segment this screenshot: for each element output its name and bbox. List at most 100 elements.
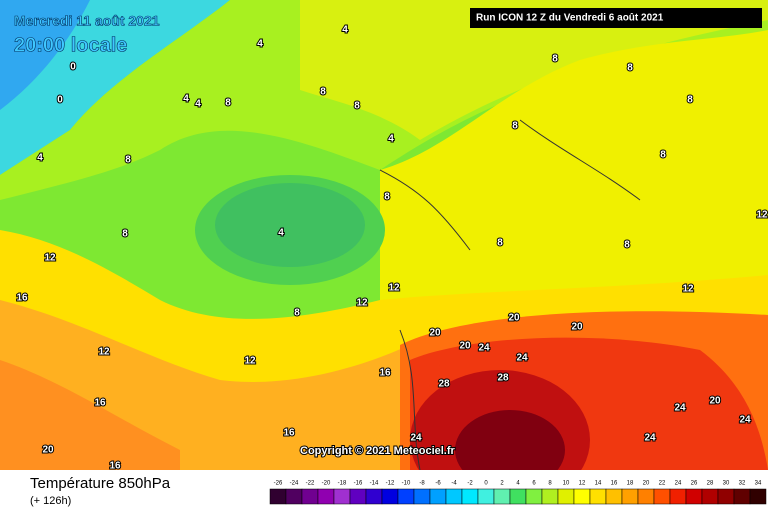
run-box bbox=[470, 8, 762, 28]
contour-label: 16 bbox=[109, 461, 121, 472]
contour-label: 12 bbox=[44, 253, 56, 264]
legend-tick-label: -10 bbox=[402, 481, 411, 487]
legend-tick-label: -22 bbox=[306, 481, 315, 487]
legend-tick-label: 20 bbox=[643, 481, 650, 487]
contour-label: 12 bbox=[388, 283, 400, 294]
legend-swatch bbox=[621, 488, 639, 505]
legend-swatch bbox=[445, 488, 463, 505]
legend-swatch bbox=[413, 488, 431, 505]
legend-swatch bbox=[397, 488, 415, 505]
legend-swatch bbox=[525, 488, 543, 505]
contour-label: 0 bbox=[57, 95, 63, 106]
contour-label: 20 bbox=[459, 341, 471, 352]
legend-tick-label: 22 bbox=[659, 481, 666, 487]
legend-swatch bbox=[653, 488, 671, 505]
legend-swatch bbox=[637, 488, 655, 505]
legend-swatch bbox=[333, 488, 351, 505]
contour-label: 4 bbox=[388, 134, 394, 145]
contour-label: 12 bbox=[756, 210, 768, 221]
contour-label: 24 bbox=[644, 433, 656, 444]
legend-swatch bbox=[669, 488, 687, 505]
contour-label: 4 bbox=[257, 39, 263, 50]
legend-tick-label: -4 bbox=[451, 481, 457, 487]
contour-label: 8 bbox=[512, 121, 518, 132]
contour-label: 0 bbox=[70, 62, 76, 73]
contour-label: 8 bbox=[552, 54, 558, 65]
legend-swatch bbox=[381, 488, 399, 505]
legend-swatch bbox=[733, 488, 751, 505]
lead-time: (+ 126h) bbox=[30, 495, 71, 507]
legend-tick-label: 28 bbox=[707, 481, 714, 487]
legend-tick-label: 24 bbox=[675, 481, 682, 487]
legend-tick-label: -6 bbox=[435, 481, 441, 487]
contour-label: 12 bbox=[244, 356, 256, 367]
legend-swatch bbox=[477, 488, 495, 505]
contour-label: 8 bbox=[294, 308, 300, 319]
legend-swatch bbox=[685, 488, 703, 505]
legend-swatch bbox=[541, 488, 559, 505]
contour-label: 12 bbox=[682, 284, 694, 295]
legend-tick-label: 30 bbox=[723, 481, 730, 487]
contour-label: 8 bbox=[354, 101, 360, 112]
legend-swatch bbox=[301, 488, 319, 505]
legend-tick-label: -2 bbox=[467, 481, 473, 487]
contour-label: 4 bbox=[37, 153, 43, 164]
contour-label: 8 bbox=[384, 192, 390, 203]
legend-swatch bbox=[557, 488, 575, 505]
contour-label: 4 bbox=[195, 99, 201, 110]
legend-tick-label: 32 bbox=[739, 481, 746, 487]
legend-swatch bbox=[461, 488, 479, 505]
contour-label: 16 bbox=[283, 428, 295, 439]
contour-label: 8 bbox=[624, 240, 630, 251]
contour-label: 8 bbox=[687, 95, 693, 106]
contour-label: 8 bbox=[627, 63, 633, 74]
legend-swatch bbox=[701, 488, 719, 505]
contour-label: 20 bbox=[42, 445, 54, 456]
legend-tick-label: -18 bbox=[338, 481, 347, 487]
contour-label: 24 bbox=[739, 415, 751, 426]
legend-tick-label: 14 bbox=[595, 481, 602, 487]
legend-swatch bbox=[573, 488, 591, 505]
legend-tick-label: -14 bbox=[370, 481, 379, 487]
contour-label: 8 bbox=[320, 87, 326, 98]
legend-tick-label: 4 bbox=[516, 481, 520, 487]
contour-label: 24 bbox=[516, 353, 528, 364]
forecast-time: 20:00 locale bbox=[14, 34, 127, 56]
contour-label: 28 bbox=[438, 379, 450, 390]
contour-label: 20 bbox=[571, 322, 583, 333]
run-info: Run ICON 12 Z du Vendredi 6 août 2021 bbox=[476, 13, 664, 24]
legend-tick-label: -26 bbox=[274, 481, 283, 487]
legend-tick-label: -16 bbox=[354, 481, 363, 487]
legend-swatch bbox=[589, 488, 607, 505]
legend-swatch bbox=[429, 488, 447, 505]
contour-label: 20 bbox=[429, 328, 441, 339]
legend-tick-label: 26 bbox=[691, 481, 698, 487]
legend-swatch bbox=[285, 488, 303, 505]
legend-swatch bbox=[493, 488, 511, 505]
contour-label: 12 bbox=[98, 347, 110, 358]
contour-label: 16 bbox=[379, 368, 391, 379]
legend-swatch bbox=[349, 488, 367, 505]
legend-tick-label: -12 bbox=[386, 481, 395, 487]
contour-label: 16 bbox=[16, 293, 28, 304]
legend-swatch bbox=[269, 488, 287, 505]
legend-tick-label: 16 bbox=[611, 481, 618, 487]
contour-label: 24 bbox=[674, 403, 686, 414]
legend-tick-label: 12 bbox=[579, 481, 586, 487]
legend-tick-label: 8 bbox=[548, 481, 552, 487]
contour-label: 20 bbox=[709, 396, 721, 407]
contour-label: 8 bbox=[122, 229, 128, 240]
contour-label: 16 bbox=[94, 398, 106, 409]
contour-label: 8 bbox=[225, 98, 231, 109]
contour-label: 4 bbox=[278, 228, 284, 239]
contour-label: 20 bbox=[508, 313, 520, 324]
legend-tick-label: 0 bbox=[484, 481, 488, 487]
color-legend: -26 -24 -22 -20 -18 -16 -14 -12 -10 -8 -6 -4 -2 0 2 4 6 8… bbox=[269, 481, 767, 505]
contour-label: 8 bbox=[660, 150, 666, 161]
legend-tick-label: -20 bbox=[322, 481, 331, 487]
legend-tick-label: 2 bbox=[500, 481, 504, 487]
legend-tick-label: 10 bbox=[563, 481, 570, 487]
legend-swatch bbox=[717, 488, 735, 505]
